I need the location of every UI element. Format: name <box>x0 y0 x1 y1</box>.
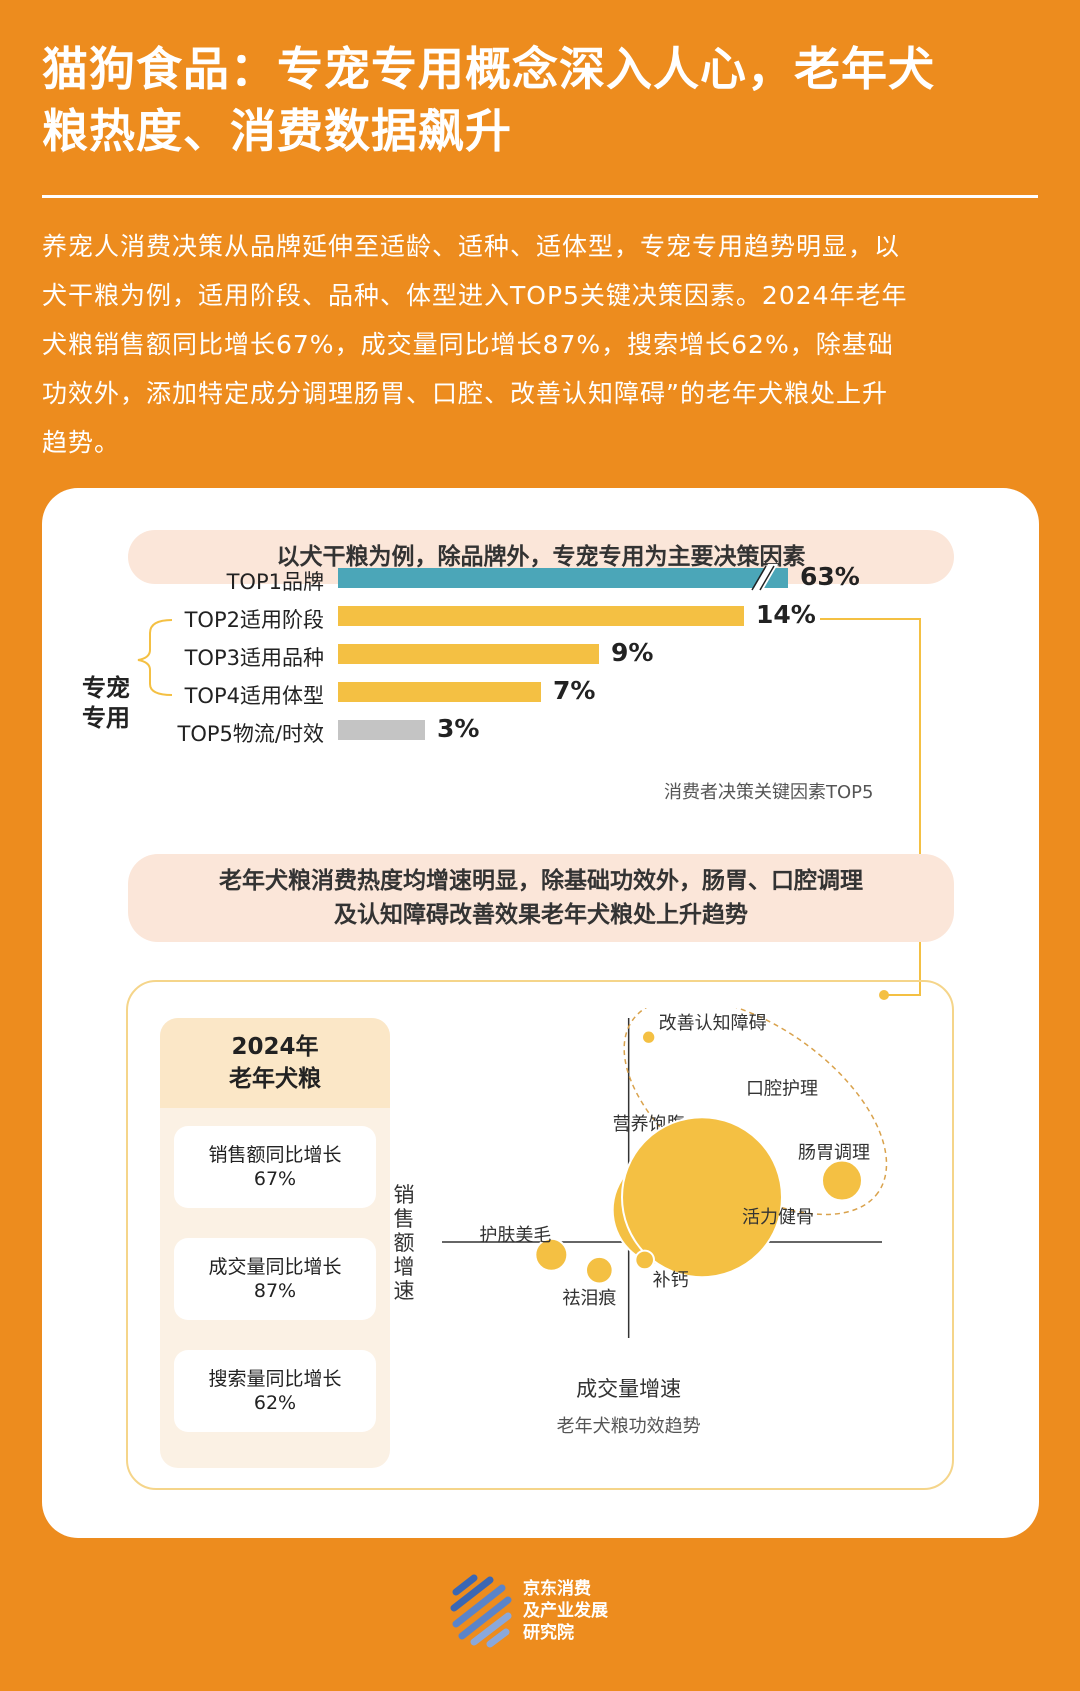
stats-panel: 2024年 老年犬粮 销售额同比增长 67% 成交量同比增长 87% 搜索量同比… <box>160 1018 390 1468</box>
title-divider <box>42 195 1038 198</box>
bubble-label: 口腔护理 <box>746 1078 818 1099</box>
bar-chart-note: 消费者决策关键因素TOP5 <box>664 782 874 803</box>
bracket-label: 专宠 专用 <box>82 673 130 733</box>
bubble-point <box>634 1249 655 1271</box>
page-title: 猫狗食品：专宠专用概念深入人心，老年犬 粮热度、消费数据飙升 <box>42 38 1042 162</box>
chart-connectors <box>137 618 921 1000</box>
bubble-point <box>821 1159 863 1202</box>
content-card: 以犬干粮为例，除品牌外，专宠专用为主要决策因素 TOP1品牌 63% TOP2适用阶… <box>42 488 1039 1538</box>
bubble-label: 补钙 <box>653 1270 689 1291</box>
bar-category-label: TOP1品牌 <box>226 570 324 594</box>
institute-logo <box>450 1574 512 1648</box>
intro-line: 功效外，添加特定成分调理肠胃、口腔、改善认知障碍”的老年犬粮处上升 <box>42 379 888 408</box>
bar-value-label: 3% <box>437 714 480 743</box>
institute-name-line: 京东消费 <box>523 1579 591 1599</box>
stats-heading-line: 老年犬粮 <box>229 1066 321 1092</box>
institute-name: 京东消费 及产业发展 研究院 <box>523 1578 608 1644</box>
stat-label: 成交量同比增长 <box>208 1256 342 1278</box>
bar <box>338 606 744 626</box>
connector-dot <box>879 990 889 1000</box>
stat-label: 销售额同比增长 <box>208 1144 342 1166</box>
bubble-label: 活力健骨 <box>742 1207 814 1228</box>
bar-category-label: TOP5物流/时效 <box>177 722 324 746</box>
connector-line <box>820 618 921 996</box>
bar-value-label: 9% <box>611 638 654 667</box>
bracket-label-line: 专宠 <box>82 674 130 702</box>
bubble-label: 护肤美毛 <box>479 1225 551 1246</box>
pill-line: 老年犬粮消费热度均增速明显，除基础功效外，肠胃、口腔调理 <box>219 868 863 894</box>
trend-bubble-chart: 改善认知障碍口腔护理肠胃调理营养饱腹活力健骨护肤美毛祛泪痕补钙成交量增速销售额增… <box>394 1008 888 1437</box>
stat-value: 67% <box>253 1168 297 1190</box>
bar-category-label: TOP2适用阶段 <box>184 608 324 632</box>
stat-label: 搜索量同比增长 <box>208 1368 342 1390</box>
bar <box>338 568 788 588</box>
section-heading-senior-dog-food: 老年犬粮消费热度均增速明显，除基础功效外，肠胃、口腔调理 及认知障碍改善效果老年… <box>128 854 954 942</box>
bar <box>338 682 541 702</box>
intro-line: 犬干粮为例，适用阶段、品种、体型进入TOP5关键决策因素。2024年老年 <box>42 281 908 310</box>
bar-value-label: 14% <box>756 600 816 629</box>
bar <box>338 644 599 664</box>
stat-card-volume: 成交量同比增长 87% <box>174 1238 376 1320</box>
stat-card-search: 搜索量同比增长 62% <box>174 1350 376 1432</box>
intro-line: 趋势。 <box>42 428 121 457</box>
bar <box>338 720 425 740</box>
bubble-point <box>621 1116 783 1279</box>
intro-line: 养宠人消费决策从品牌延伸至适龄、适种、适体型，专宠专用趋势明显，以 <box>42 232 901 261</box>
bar-category-label: TOP3适用品种 <box>184 646 324 670</box>
trend-box <box>126 980 954 1490</box>
stats-heading: 2024年 老年犬粮 <box>160 1018 390 1108</box>
bubble-point <box>641 1029 657 1045</box>
bubble-point <box>534 1237 569 1272</box>
stat-card-sales: 销售额同比增长 67% <box>174 1126 376 1208</box>
institute-name-line: 及产业发展 <box>523 1601 608 1621</box>
bubble-label: 祛泪痕 <box>562 1288 616 1309</box>
chart-title: 老年犬粮功效趋势 <box>557 1416 701 1437</box>
bubble-label: 改善认知障碍 <box>659 1013 767 1034</box>
bar-value-label: 7% <box>553 676 596 705</box>
pill-line: 及认知障碍改善效果老年犬粮处上升趋势 <box>334 902 748 928</box>
stats-heading-line: 2024年 <box>231 1034 319 1060</box>
x-axis-label: 成交量增速 <box>576 1377 681 1401</box>
bubble-point <box>585 1255 614 1285</box>
y-axis-label: 销售额增速 <box>394 1183 415 1303</box>
axis-break <box>751 564 778 592</box>
bracket-label-line: 专用 <box>82 704 130 732</box>
bracket-line <box>137 619 173 696</box>
intro-line: 犬粮销售额同比增长67%，成交量同比增长87%，搜索增长62%，除基础 <box>42 330 894 359</box>
institute-name-line: 研究院 <box>523 1623 574 1643</box>
stat-value: 87% <box>253 1280 297 1302</box>
bar-value-label: 63% <box>800 562 860 591</box>
title-line-1: 猫狗食品：专宠专用概念深入人心，老年犬 <box>42 42 935 96</box>
stat-value: 62% <box>253 1392 297 1414</box>
intro-paragraph: 养宠人消费决策从品牌延伸至适龄、适种、适体型，专宠专用趋势明显，以 犬干粮为例，… <box>42 222 1042 467</box>
title-line-2: 粮热度、消费数据飙升 <box>42 104 512 158</box>
bar-category-label: TOP4适用体型 <box>184 684 324 708</box>
bubble-label: 肠胃调理 <box>798 1143 870 1164</box>
